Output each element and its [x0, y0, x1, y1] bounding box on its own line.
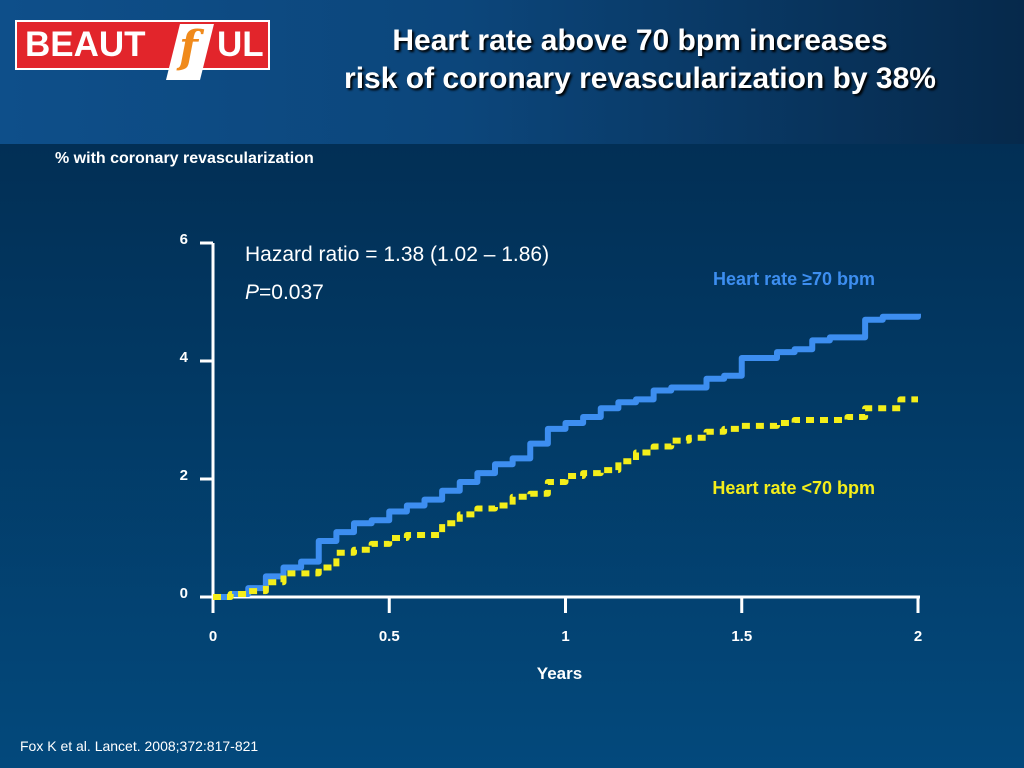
series-line-0	[213, 313, 921, 600]
title-line-1: Heart rate above 70 bpm increases	[392, 24, 888, 57]
chart-series	[213, 313, 921, 600]
title-line-2: risk of coronary revascularization by 38…	[344, 62, 936, 95]
series-label-low: Heart rate <70 bpm	[712, 478, 875, 498]
x-tick-label: 2	[914, 628, 922, 645]
hazard-ratio-annotation: Hazard ratio = 1.38 (1.02 – 1.86)	[245, 243, 549, 266]
series-line-1	[213, 396, 918, 600]
y-tick-label: 0	[180, 585, 188, 602]
x-tick-label: 1	[561, 628, 569, 645]
logo-text-right: UL	[217, 25, 264, 64]
citation: Fox K et al. Lancet. 2008;372:817-821	[20, 738, 259, 754]
p-value-annotation: P=0.037	[245, 281, 324, 304]
logo-text-left: BEAUT	[25, 25, 146, 64]
y-tick-label: 2	[180, 467, 188, 484]
p-symbol: P	[245, 281, 259, 304]
beautiful-logo: BEAUT f UL	[15, 20, 270, 80]
chart-axes	[200, 241, 920, 613]
y-tick-label: 4	[180, 349, 189, 366]
slide-title: Heart rate above 70 bpm increases risk o…	[285, 22, 995, 98]
x-tick-label: 0.5	[379, 628, 400, 645]
p-value: =0.037	[259, 281, 324, 304]
chart-labels: 0 2 4 6 0 0.5 1 1.5 2 Years Heart rate ≥70 bpm Hear…	[180, 231, 923, 683]
x-axis-label: Years	[537, 664, 582, 683]
y-axis-label: % with coronary revascularization	[55, 150, 314, 167]
x-tick-label: 0	[209, 628, 217, 645]
y-tick-label: 6	[180, 231, 188, 248]
logo-mark-letter: f	[179, 22, 198, 73]
x-tick-label: 1.5	[731, 628, 752, 645]
logo-mark-icon: f	[166, 16, 215, 86]
series-label-high: Heart rate ≥70 bpm	[713, 269, 875, 289]
